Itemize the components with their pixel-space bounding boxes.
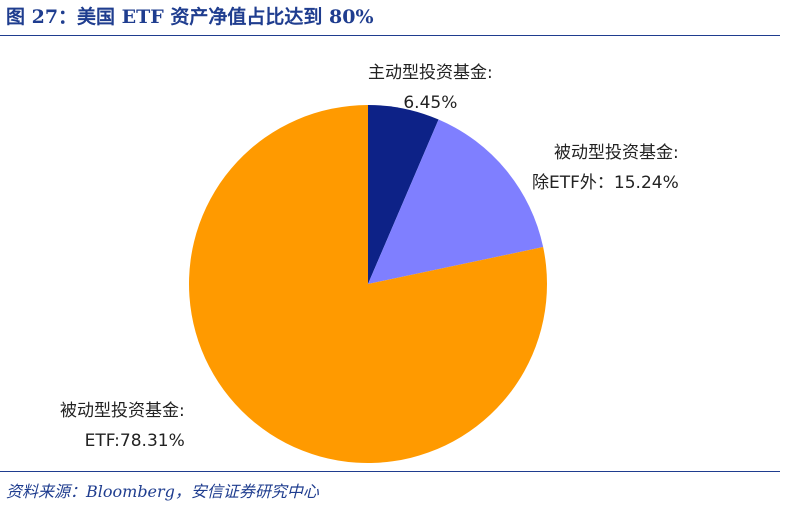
slice-label-active-fund-name: 主动型投资基金: <box>368 63 493 83</box>
slice-label-passive-non-etf-name: 被动型投资基金: <box>554 143 679 163</box>
pie-slice-active-fund <box>368 105 439 284</box>
pie-slice-passive-etf <box>189 105 547 463</box>
footer-divider <box>0 471 780 472</box>
slice-label-active-fund: 主动型投资基金: 6.45% <box>368 58 493 118</box>
slice-label-active-fund-value: 6.45% <box>403 93 458 113</box>
slice-label-passive-etf-name: 被动型投资基金: <box>60 401 185 421</box>
title-divider <box>0 35 780 36</box>
pie-slice-passive-non-etf <box>368 119 544 285</box>
slice-label-passive-non-etf-value: 除ETF外：15.24% <box>532 173 679 193</box>
slice-label-passive-etf: 被动型投资基金: ETF:78.31% <box>60 396 185 456</box>
slice-label-passive-non-etf: 被动型投资基金: 除ETF外：15.24% <box>532 138 679 198</box>
slice-label-passive-etf-value: ETF:78.31% <box>84 431 185 451</box>
source-note: 资料来源：Bloomberg，安信证券研究中心 <box>6 482 319 501</box>
chart-title: 图 27：美国 ETF 资产净值占比达到 80% <box>6 6 374 28</box>
